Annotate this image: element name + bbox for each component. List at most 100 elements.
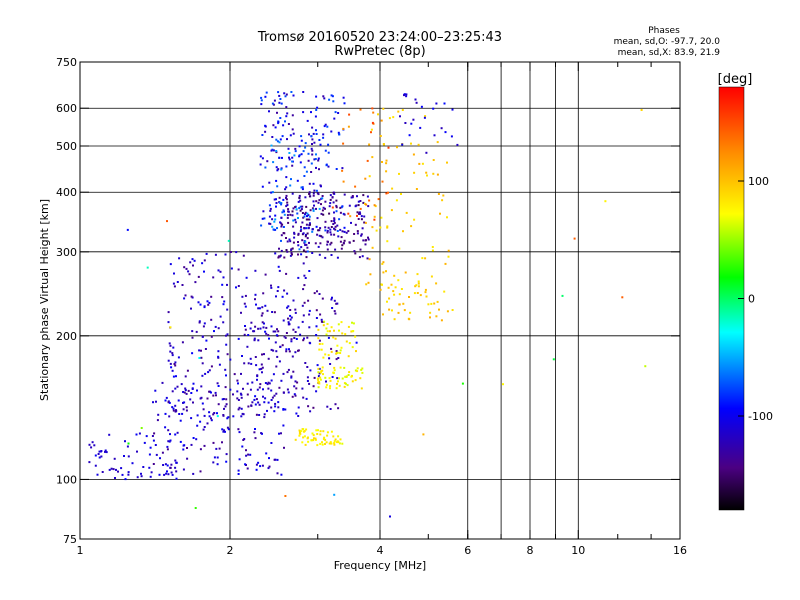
data-point [299, 199, 302, 202]
data-point [291, 156, 294, 159]
data-point [283, 446, 285, 449]
data-point [310, 171, 313, 173]
data-point [203, 259, 206, 262]
data-point [335, 350, 338, 353]
data-point [360, 218, 363, 221]
data-point [289, 213, 292, 216]
data-point [303, 435, 306, 438]
data-point [351, 380, 354, 383]
data-point [390, 283, 393, 286]
data-point [94, 464, 97, 467]
data-point [333, 220, 336, 222]
data-point [343, 102, 346, 105]
data-point [273, 220, 276, 223]
data-point [304, 196, 307, 199]
data-point [415, 284, 418, 287]
data-point [311, 153, 314, 156]
data-point [314, 115, 317, 118]
data-point [308, 270, 311, 272]
data-point [275, 365, 278, 368]
data-point [328, 98, 331, 101]
data-point [167, 473, 170, 476]
data-point [390, 209, 393, 212]
data-point [217, 327, 220, 330]
data-point [169, 263, 172, 266]
data-point [127, 455, 130, 458]
data-point [302, 111, 305, 114]
data-point [284, 120, 286, 123]
data-point [179, 419, 182, 422]
data-point [168, 401, 171, 404]
data-point [425, 295, 428, 298]
data-point [153, 432, 156, 435]
data-point [210, 318, 213, 321]
data-point [226, 308, 229, 311]
data-point [273, 311, 276, 314]
data-point [304, 235, 307, 238]
data-point [208, 390, 211, 393]
data-point [201, 362, 204, 365]
data-point [301, 387, 304, 390]
data-point [268, 215, 271, 218]
data-point [277, 330, 280, 333]
data-point [260, 224, 263, 227]
data-point [426, 174, 428, 177]
data-point [275, 202, 278, 204]
data-point [324, 226, 327, 229]
data-point [561, 294, 564, 297]
data-point [405, 95, 408, 98]
data-point [174, 404, 177, 407]
data-point [195, 438, 198, 441]
data-point [317, 245, 320, 248]
colorbar-tick-label: 0 [748, 293, 755, 306]
data-point [266, 309, 269, 312]
data-point [225, 334, 227, 337]
data-point [315, 334, 318, 336]
data-point [420, 105, 423, 108]
data-point [201, 402, 204, 405]
data-point [368, 258, 371, 261]
data-point [291, 164, 294, 167]
data-point [217, 403, 220, 406]
data-point [178, 257, 181, 260]
data-point [330, 241, 333, 244]
data-point [308, 195, 311, 198]
data-point [320, 212, 323, 215]
data-point [176, 431, 179, 434]
data-point [316, 377, 319, 380]
data-point [105, 451, 108, 454]
data-point [292, 219, 295, 222]
data-point [283, 213, 286, 216]
data-point [294, 331, 297, 333]
data-point [254, 298, 256, 301]
data-point [112, 468, 115, 471]
data-point [225, 398, 228, 401]
data-point [270, 399, 273, 401]
data-point [247, 362, 250, 365]
data-point [171, 406, 174, 409]
data-point [299, 209, 302, 212]
data-point [367, 238, 370, 241]
data-point [223, 407, 225, 410]
data-point [275, 151, 278, 154]
data-point [167, 359, 170, 362]
data-point [194, 507, 197, 509]
data-point [365, 203, 368, 206]
data-point [337, 435, 340, 438]
data-point [422, 433, 425, 436]
data-point [285, 196, 287, 199]
data-point [309, 369, 312, 372]
data-point [418, 162, 421, 165]
data-point [304, 277, 307, 279]
data-point [126, 228, 129, 231]
data-point [88, 443, 91, 446]
data-point [322, 438, 325, 441]
data-point [327, 226, 330, 229]
data-point [302, 288, 305, 291]
data-point [266, 409, 268, 412]
data-point [439, 212, 441, 215]
data-point [226, 426, 229, 429]
data-point [302, 396, 305, 399]
data-point [237, 337, 240, 340]
data-point [167, 321, 170, 324]
